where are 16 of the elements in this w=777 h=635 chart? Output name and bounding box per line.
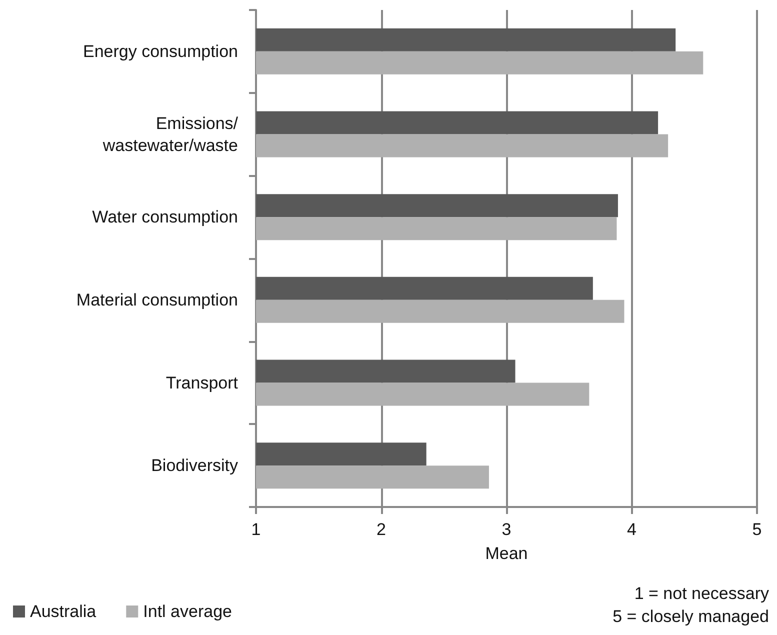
y-tick-label: Biodiversity — [151, 456, 238, 476]
y-tick-label: Material consumption — [76, 290, 238, 310]
y-tick-label: Emissions/ wastewater/waste — [102, 114, 238, 155]
x-tick-label: 5 — [752, 520, 762, 539]
x-tick-label: 1 — [251, 520, 261, 539]
legend-label: Intl average — [143, 602, 232, 621]
x-tick-label: 2 — [376, 520, 386, 539]
y-tick-label: Energy consumption — [83, 42, 238, 61]
text: 1 = not necessary — [634, 584, 770, 603]
x-tick-label: 4 — [627, 520, 636, 539]
y-tick-label: Transport — [166, 373, 238, 392]
x-axis-title: Mean — [485, 544, 528, 563]
x-tick-label: 3 — [502, 520, 512, 539]
legend-label: Australia — [30, 602, 97, 621]
text: 5 = closely managed — [612, 607, 770, 626]
y-tick-label: Water consumption — [92, 208, 238, 227]
